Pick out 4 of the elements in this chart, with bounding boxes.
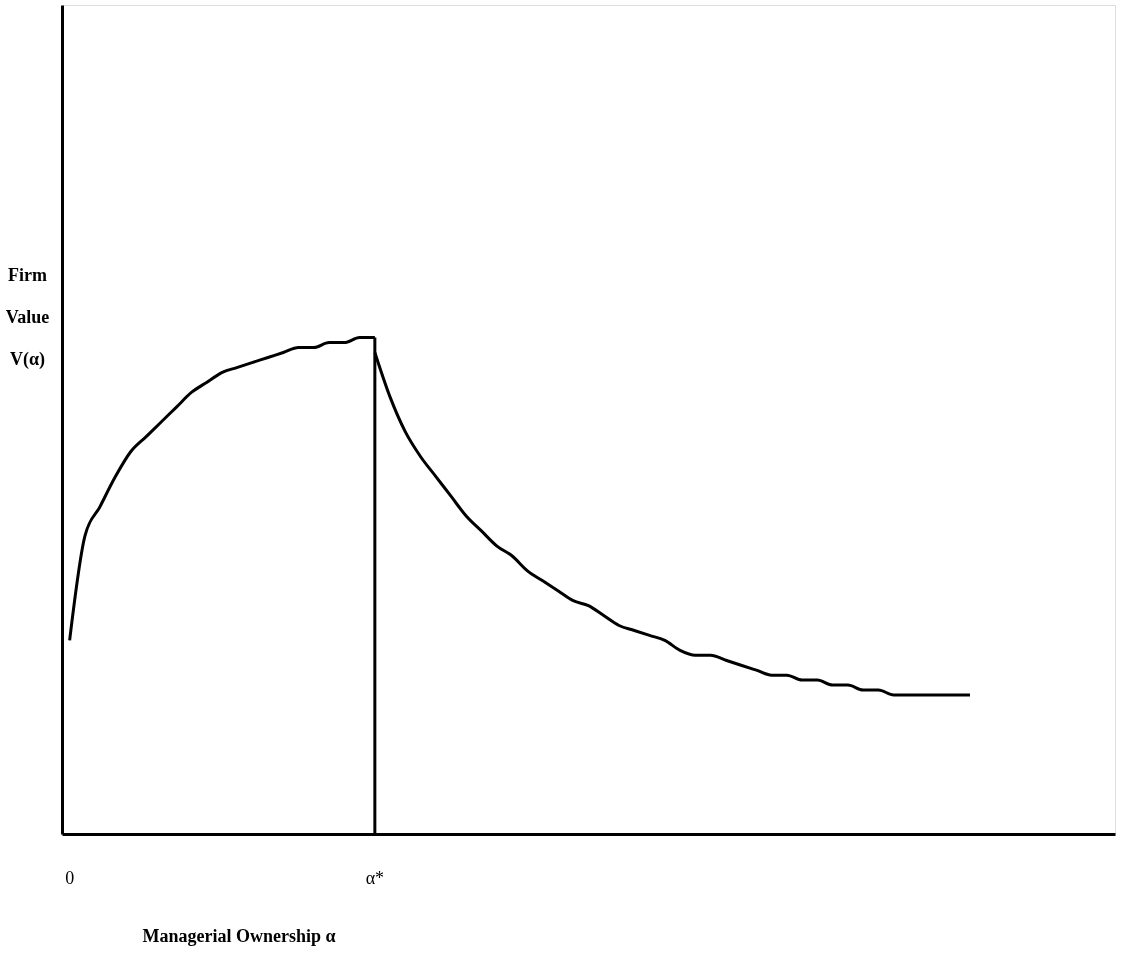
x-axis-title: Managerial Ownership α	[142, 925, 336, 946]
x-tick-label: 0	[65, 867, 75, 888]
x-tick-label: α*	[365, 867, 385, 888]
text: Firm Value V(α)	[5, 264, 50, 369]
